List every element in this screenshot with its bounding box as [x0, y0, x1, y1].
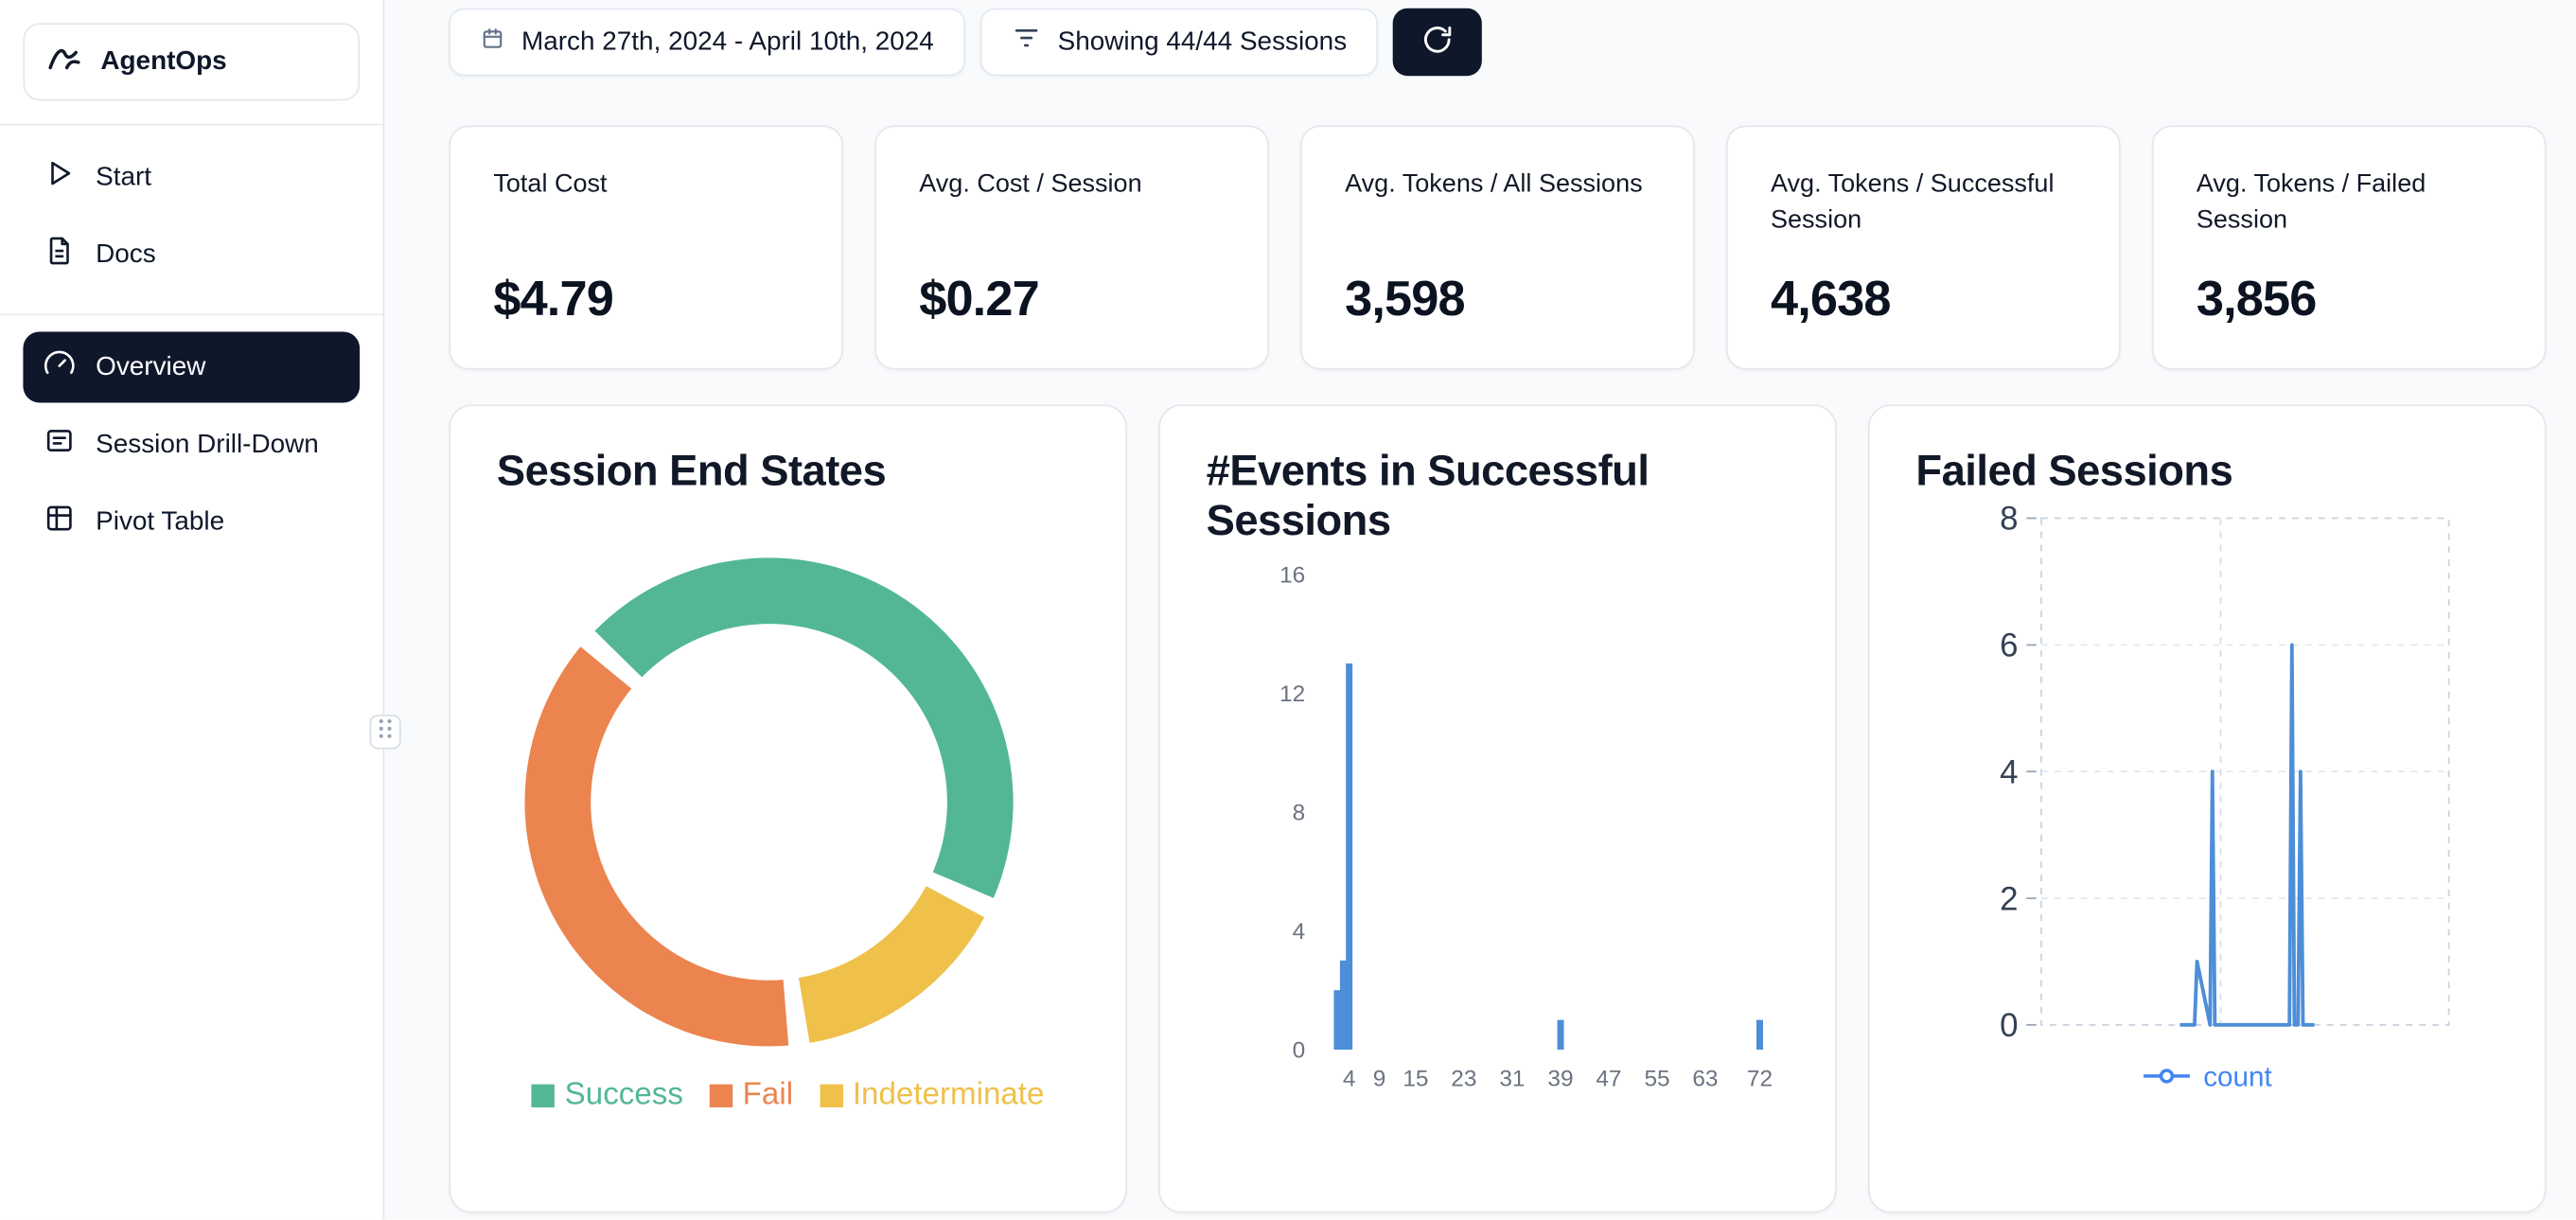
bar-chart[interactable]: 0 4 8 12 16 4 9 15 23 31 39 47 55 63 72: [1207, 555, 1790, 1116]
sidebar-item-label: Start: [96, 162, 152, 191]
svg-text:0: 0: [1293, 1038, 1306, 1064]
line-legend-label: count: [2203, 1061, 2272, 1093]
indeterminate-swatch-icon: [819, 1084, 843, 1108]
agentops-logo-icon: [44, 38, 84, 86]
session-end-states-card: Session End States Success Fail Indeterm…: [449, 404, 1127, 1213]
donut-chart[interactable]: [497, 505, 1080, 1075]
svg-text:6: 6: [2000, 628, 2018, 664]
charts-row: Session End States Success Fail Indeterm…: [449, 404, 2550, 1213]
failed-sessions-card: Failed Sessions 0 2 4 6 8 count: [1867, 404, 2547, 1213]
svg-text:31: 31: [1499, 1067, 1525, 1092]
legend-item-fail[interactable]: Fail: [709, 1077, 794, 1114]
stat-label: Avg. Tokens / Failed Session: [2196, 169, 2426, 236]
date-range-button[interactable]: March 27th, 2024 - April 10th, 2024: [449, 8, 965, 77]
sidebar: AgentOps Start Docs: [0, 0, 385, 1220]
svg-text:55: 55: [1644, 1067, 1669, 1092]
svg-text:16: 16: [1279, 563, 1305, 589]
filter-icon: [1012, 23, 1041, 61]
stat-card-avg-tokens-successful: Avg. Tokens / Successful Session 4,638: [1725, 125, 2121, 370]
sidebar-item-label: Session Drill-Down: [96, 430, 319, 458]
legend-item-indeterminate[interactable]: Indeterminate: [819, 1077, 1045, 1114]
legend-label: Indeterminate: [852, 1077, 1045, 1113]
svg-text:23: 23: [1451, 1067, 1476, 1092]
sessions-filter-label: Showing 44/44 Sessions: [1057, 27, 1348, 56]
line-series-icon: [2143, 1061, 2192, 1094]
stat-label: Avg. Tokens / All Sessions: [1345, 169, 1643, 199]
sidebar-item-label: Overview: [96, 352, 206, 380]
calendar-icon: [480, 26, 504, 59]
stat-value: $0.27: [919, 272, 1039, 327]
list-square-icon: [43, 424, 76, 466]
refresh-icon: [1421, 23, 1455, 61]
svg-text:15: 15: [1403, 1067, 1428, 1092]
stat-card-avg-cost-session: Avg. Cost / Session $0.27: [874, 125, 1269, 370]
stat-label: Avg. Tokens / Successful Session: [1770, 169, 2055, 236]
svg-text:39: 39: [1547, 1067, 1573, 1092]
svg-text:8: 8: [2000, 505, 2018, 538]
line-chart[interactable]: 0 2 4 6 8: [1915, 501, 2498, 1058]
events-in-successful-sessions-card: #Events in Successful Sessions 0 4 8 12 16 4 9…: [1158, 404, 1837, 1213]
pivot-table-icon: [43, 502, 76, 543]
gauge-icon: [43, 346, 76, 388]
app-title: AgentOps: [100, 46, 227, 76]
stats-row: Total Cost $4.79 Avg. Cost / Session $0.…: [449, 125, 2550, 370]
sidebar-item-docs[interactable]: Docs: [23, 220, 360, 291]
topbar: March 27th, 2024 - April 10th, 2024 Show…: [449, 8, 2550, 77]
chart-title: #Events in Successful Sessions: [1206, 445, 1650, 545]
document-icon: [43, 235, 76, 276]
sidebar-divider: [0, 123, 383, 126]
svg-text:4: 4: [1293, 920, 1306, 946]
chart-title: Session End States: [496, 445, 887, 496]
svg-text:4: 4: [1343, 1067, 1356, 1092]
svg-text:2: 2: [2000, 881, 2018, 918]
sessions-filter-button[interactable]: Showing 44/44 Sessions: [979, 8, 1379, 77]
svg-text:12: 12: [1279, 682, 1305, 708]
sidebar-item-label: Pivot Table: [96, 507, 225, 536]
legend-label: Success: [564, 1077, 683, 1113]
stat-value: 4,638: [1770, 272, 1891, 327]
sidebar-item-start[interactable]: Start: [23, 142, 360, 213]
svg-text:8: 8: [1293, 801, 1306, 826]
svg-text:47: 47: [1596, 1067, 1621, 1092]
legend-label: Fail: [742, 1077, 794, 1113]
play-icon: [43, 157, 76, 199]
stat-label: Avg. Cost / Session: [919, 169, 1142, 199]
success-swatch-icon: [531, 1084, 556, 1108]
stat-value: $4.79: [493, 272, 613, 327]
svg-text:63: 63: [1692, 1067, 1718, 1092]
legend-item-success[interactable]: Success: [531, 1077, 683, 1114]
main-content: March 27th, 2024 - April 10th, 2024 Show…: [384, 0, 2576, 1220]
logo[interactable]: AgentOps: [23, 23, 361, 101]
refresh-button[interactable]: [1392, 8, 1483, 77]
drag-dots-icon: [378, 717, 393, 747]
chart-title: Failed Sessions: [1915, 445, 2233, 496]
sidebar-item-label: Docs: [96, 239, 156, 269]
pie-legend: Success Fail Indeterminate: [497, 1078, 1080, 1114]
stat-card-avg-tokens-all: Avg. Tokens / All Sessions 3,598: [1300, 125, 1695, 370]
stat-value: 3,598: [1345, 272, 1465, 327]
stat-value: 3,856: [2196, 272, 2317, 327]
line-chart-legend[interactable]: count: [1915, 1061, 2498, 1094]
svg-text:9: 9: [1373, 1067, 1386, 1092]
sidebar-item-session-drill-down[interactable]: Session Drill-Down: [23, 409, 360, 480]
svg-text:4: 4: [2000, 754, 2018, 791]
stat-card-total-cost: Total Cost $4.79: [449, 125, 844, 370]
svg-text:0: 0: [2000, 1007, 2018, 1044]
stat-card-avg-tokens-failed: Avg. Tokens / Failed Session 3,856: [2151, 125, 2547, 370]
sidebar-item-pivot-table[interactable]: Pivot Table: [23, 486, 360, 557]
sidebar-resize-handle[interactable]: [369, 715, 401, 750]
sidebar-divider: [0, 313, 383, 316]
stat-label: Total Cost: [493, 169, 608, 199]
svg-text:72: 72: [1747, 1067, 1773, 1092]
date-range-label: March 27th, 2024 - April 10th, 2024: [521, 27, 934, 56]
sidebar-item-overview[interactable]: Overview: [23, 331, 361, 403]
fail-swatch-icon: [709, 1084, 733, 1108]
